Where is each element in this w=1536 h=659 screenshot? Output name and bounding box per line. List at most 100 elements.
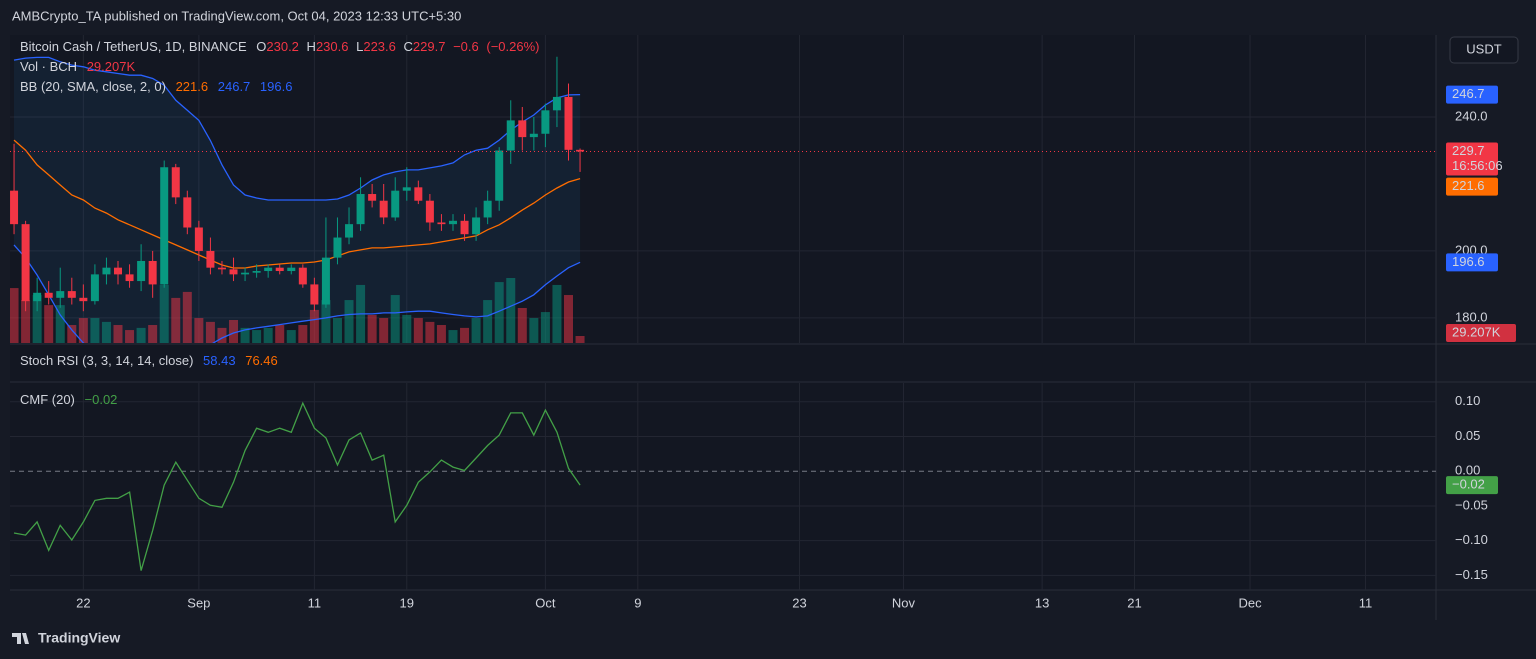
cmf-line bbox=[13, 401, 581, 571]
volume-bar bbox=[194, 318, 204, 343]
volume-bar bbox=[390, 295, 400, 343]
candle-body bbox=[148, 260, 157, 285]
upper-label-bg bbox=[1446, 85, 1498, 104]
stoch-name: Stoch RSI (3, 3, 14, 14, close) bbox=[20, 353, 193, 368]
volume-bar bbox=[448, 330, 458, 343]
volume-bar bbox=[125, 330, 135, 343]
legend-prefix: L bbox=[356, 39, 363, 54]
upper-label: 246.7 bbox=[1452, 86, 1485, 101]
volume-bar bbox=[275, 325, 285, 343]
candle-body bbox=[379, 200, 388, 218]
legend-main: Bitcoin Cash / TetherUS, 1D, BINANCE O23… bbox=[20, 39, 540, 54]
footer: TradingView bbox=[38, 630, 120, 646]
volume-label-bg bbox=[1446, 324, 1516, 342]
candle-body bbox=[529, 133, 538, 138]
plot-area bbox=[10, 35, 1436, 590]
currency[interactable]: USDT bbox=[1466, 41, 1501, 56]
y-tick-label: 0.05 bbox=[1455, 428, 1480, 443]
volume-bar bbox=[44, 305, 54, 343]
y-tick-label: 240.0 bbox=[1455, 108, 1488, 123]
legend-stoch: Stoch RSI (3, 3, 14, 14, close) 58.43 76… bbox=[20, 353, 278, 368]
stoch-d: 76.46 bbox=[245, 353, 278, 368]
legend-change: −0.6 bbox=[453, 39, 479, 54]
volume-bar bbox=[136, 327, 146, 343]
x-tick-label: 23 bbox=[792, 595, 806, 610]
legend-change-pct: (−0.26%) bbox=[486, 39, 539, 54]
candle-body bbox=[264, 267, 273, 272]
volume-bar bbox=[506, 278, 516, 343]
symbol-title: Bitcoin Cash / TetherUS, 1D, BINANCE bbox=[20, 39, 247, 54]
x-tick-label: 9 bbox=[634, 595, 641, 610]
candle-body bbox=[402, 187, 411, 191]
volume-bar bbox=[575, 335, 585, 343]
cmf-name: CMF (20) bbox=[20, 392, 75, 407]
candle-body bbox=[356, 194, 365, 225]
volume-bar bbox=[529, 318, 539, 343]
volume-bar bbox=[21, 300, 31, 343]
candle-body bbox=[576, 149, 585, 152]
axes: 22 Sep 11 19 Oct 9 23 Nov 13 21 Dec 11180.0200.0240… bbox=[76, 85, 1516, 610]
candle-body bbox=[298, 267, 307, 285]
candle-body bbox=[114, 267, 123, 275]
volume-label: 29.207K bbox=[1452, 324, 1501, 339]
candle-body bbox=[495, 150, 504, 201]
candle-body bbox=[33, 292, 42, 302]
header: AMBCrypto_TA published on TradingView.co… bbox=[12, 8, 461, 23]
x-tick-label: Oct bbox=[535, 595, 556, 610]
candle-body bbox=[287, 267, 296, 272]
x-tick-label: Sep bbox=[187, 595, 210, 610]
legend-low: 223.6 bbox=[363, 39, 396, 54]
volume-bar bbox=[78, 318, 88, 343]
legend-high: 230.6 bbox=[316, 39, 349, 54]
legend-cmf: CMF (20) −0.02 bbox=[20, 392, 117, 407]
volume-bar bbox=[252, 330, 262, 343]
bb-lower-line bbox=[13, 244, 581, 343]
y-tick-label: 0.10 bbox=[1455, 393, 1480, 408]
price-pane bbox=[10, 56, 1436, 343]
close-label-bg bbox=[1446, 142, 1498, 176]
candle-body bbox=[183, 197, 192, 228]
logo-mark bbox=[12, 633, 29, 644]
bb-upper-line bbox=[13, 56, 581, 201]
candle-body bbox=[160, 167, 169, 285]
candle-body bbox=[541, 110, 550, 134]
x-tick-label: 21 bbox=[1127, 595, 1141, 610]
volume-bar bbox=[402, 314, 412, 343]
basis-label-bg bbox=[1446, 177, 1498, 196]
cmf-label: −0.02 bbox=[1452, 477, 1485, 492]
candle-body bbox=[125, 274, 134, 282]
cmf-pane bbox=[13, 401, 581, 571]
bb-basis-line bbox=[13, 139, 581, 269]
volume-bar bbox=[413, 318, 423, 343]
candle-body bbox=[217, 267, 226, 270]
candle-body bbox=[241, 272, 250, 275]
candle-body bbox=[448, 220, 457, 225]
volume-bar bbox=[55, 305, 65, 343]
currency-button[interactable] bbox=[1449, 36, 1519, 64]
stoch-k: 58.43 bbox=[203, 353, 236, 368]
legend-prefix: C bbox=[404, 39, 413, 54]
x-tick-label: Nov bbox=[892, 595, 916, 610]
volume-bar bbox=[171, 297, 181, 343]
volume-bar bbox=[540, 312, 550, 343]
grid bbox=[10, 35, 1436, 590]
candle-body bbox=[310, 284, 319, 305]
legend-prefix: H bbox=[307, 39, 316, 54]
candle-body bbox=[194, 227, 203, 251]
candle-body bbox=[437, 222, 446, 225]
x-tick-label: 11 bbox=[1359, 595, 1373, 610]
candle-body bbox=[460, 220, 469, 235]
bb-basis-value: 221.6 bbox=[176, 79, 209, 94]
legend-bb: BB (20, SMA, close, 2, 0) 221.6 246.7 19… bbox=[20, 79, 292, 94]
x-tick-label: 11 bbox=[308, 595, 322, 610]
candle-body bbox=[275, 267, 284, 272]
volume-bar bbox=[263, 327, 273, 343]
volume-bar bbox=[483, 300, 493, 343]
logo: TradingView bbox=[12, 630, 120, 646]
x-tick-label: 22 bbox=[76, 595, 90, 610]
countdown: 16:56:06 bbox=[1452, 158, 1503, 173]
candle-body bbox=[229, 269, 238, 275]
y-tick-label: −0.05 bbox=[1455, 497, 1488, 512]
y-tick-label: 0.00 bbox=[1455, 463, 1480, 478]
bb-name: BB (20, SMA, close, 2, 0) bbox=[20, 79, 166, 94]
